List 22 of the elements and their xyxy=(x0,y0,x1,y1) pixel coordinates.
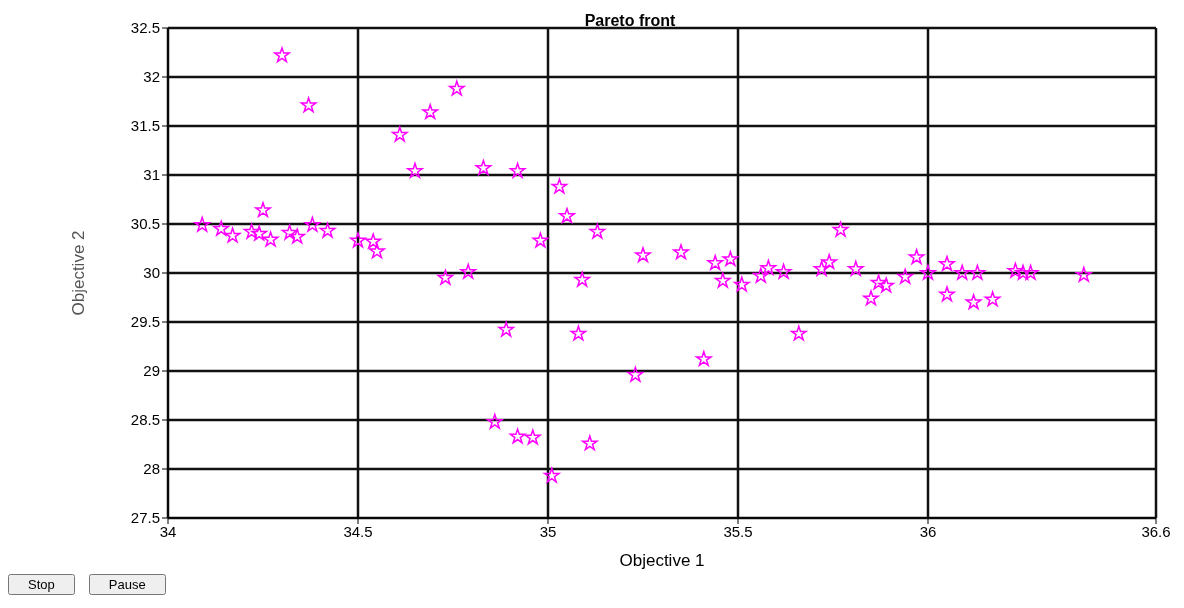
y-tick-label: 28.5 xyxy=(130,411,160,429)
x-tick-label: 34 xyxy=(159,522,177,540)
x-tick-label: 36.6 xyxy=(1141,522,1171,540)
x-tick-label: 36 xyxy=(919,522,937,540)
x-tick-label: 35 xyxy=(539,522,557,540)
y-tick-label: 29.5 xyxy=(130,313,160,331)
x-tick-label: 34.5 xyxy=(343,522,373,540)
y-axis-title: Objective 2 xyxy=(69,230,89,316)
y-tick-label: 30.5 xyxy=(130,215,160,233)
y-tick-label: 32.5 xyxy=(130,19,160,37)
chart-title: Pareto front xyxy=(584,12,677,29)
y-tick-label: 32 xyxy=(143,68,160,86)
y-tick-label: 28 xyxy=(143,460,160,478)
y-tick-label: 30 xyxy=(143,264,160,282)
y-tick-label: 29 xyxy=(143,362,160,380)
text: Stop xyxy=(8,574,75,595)
y-tick-label: 31.5 xyxy=(130,117,160,135)
text: Pause xyxy=(88,574,166,595)
x-axis-title: Objective 1 xyxy=(619,551,705,570)
y-tick-label: 31 xyxy=(143,166,160,184)
y-tick-label: 27.5 xyxy=(130,509,160,527)
x-tick-label: 35.5 xyxy=(723,522,753,540)
